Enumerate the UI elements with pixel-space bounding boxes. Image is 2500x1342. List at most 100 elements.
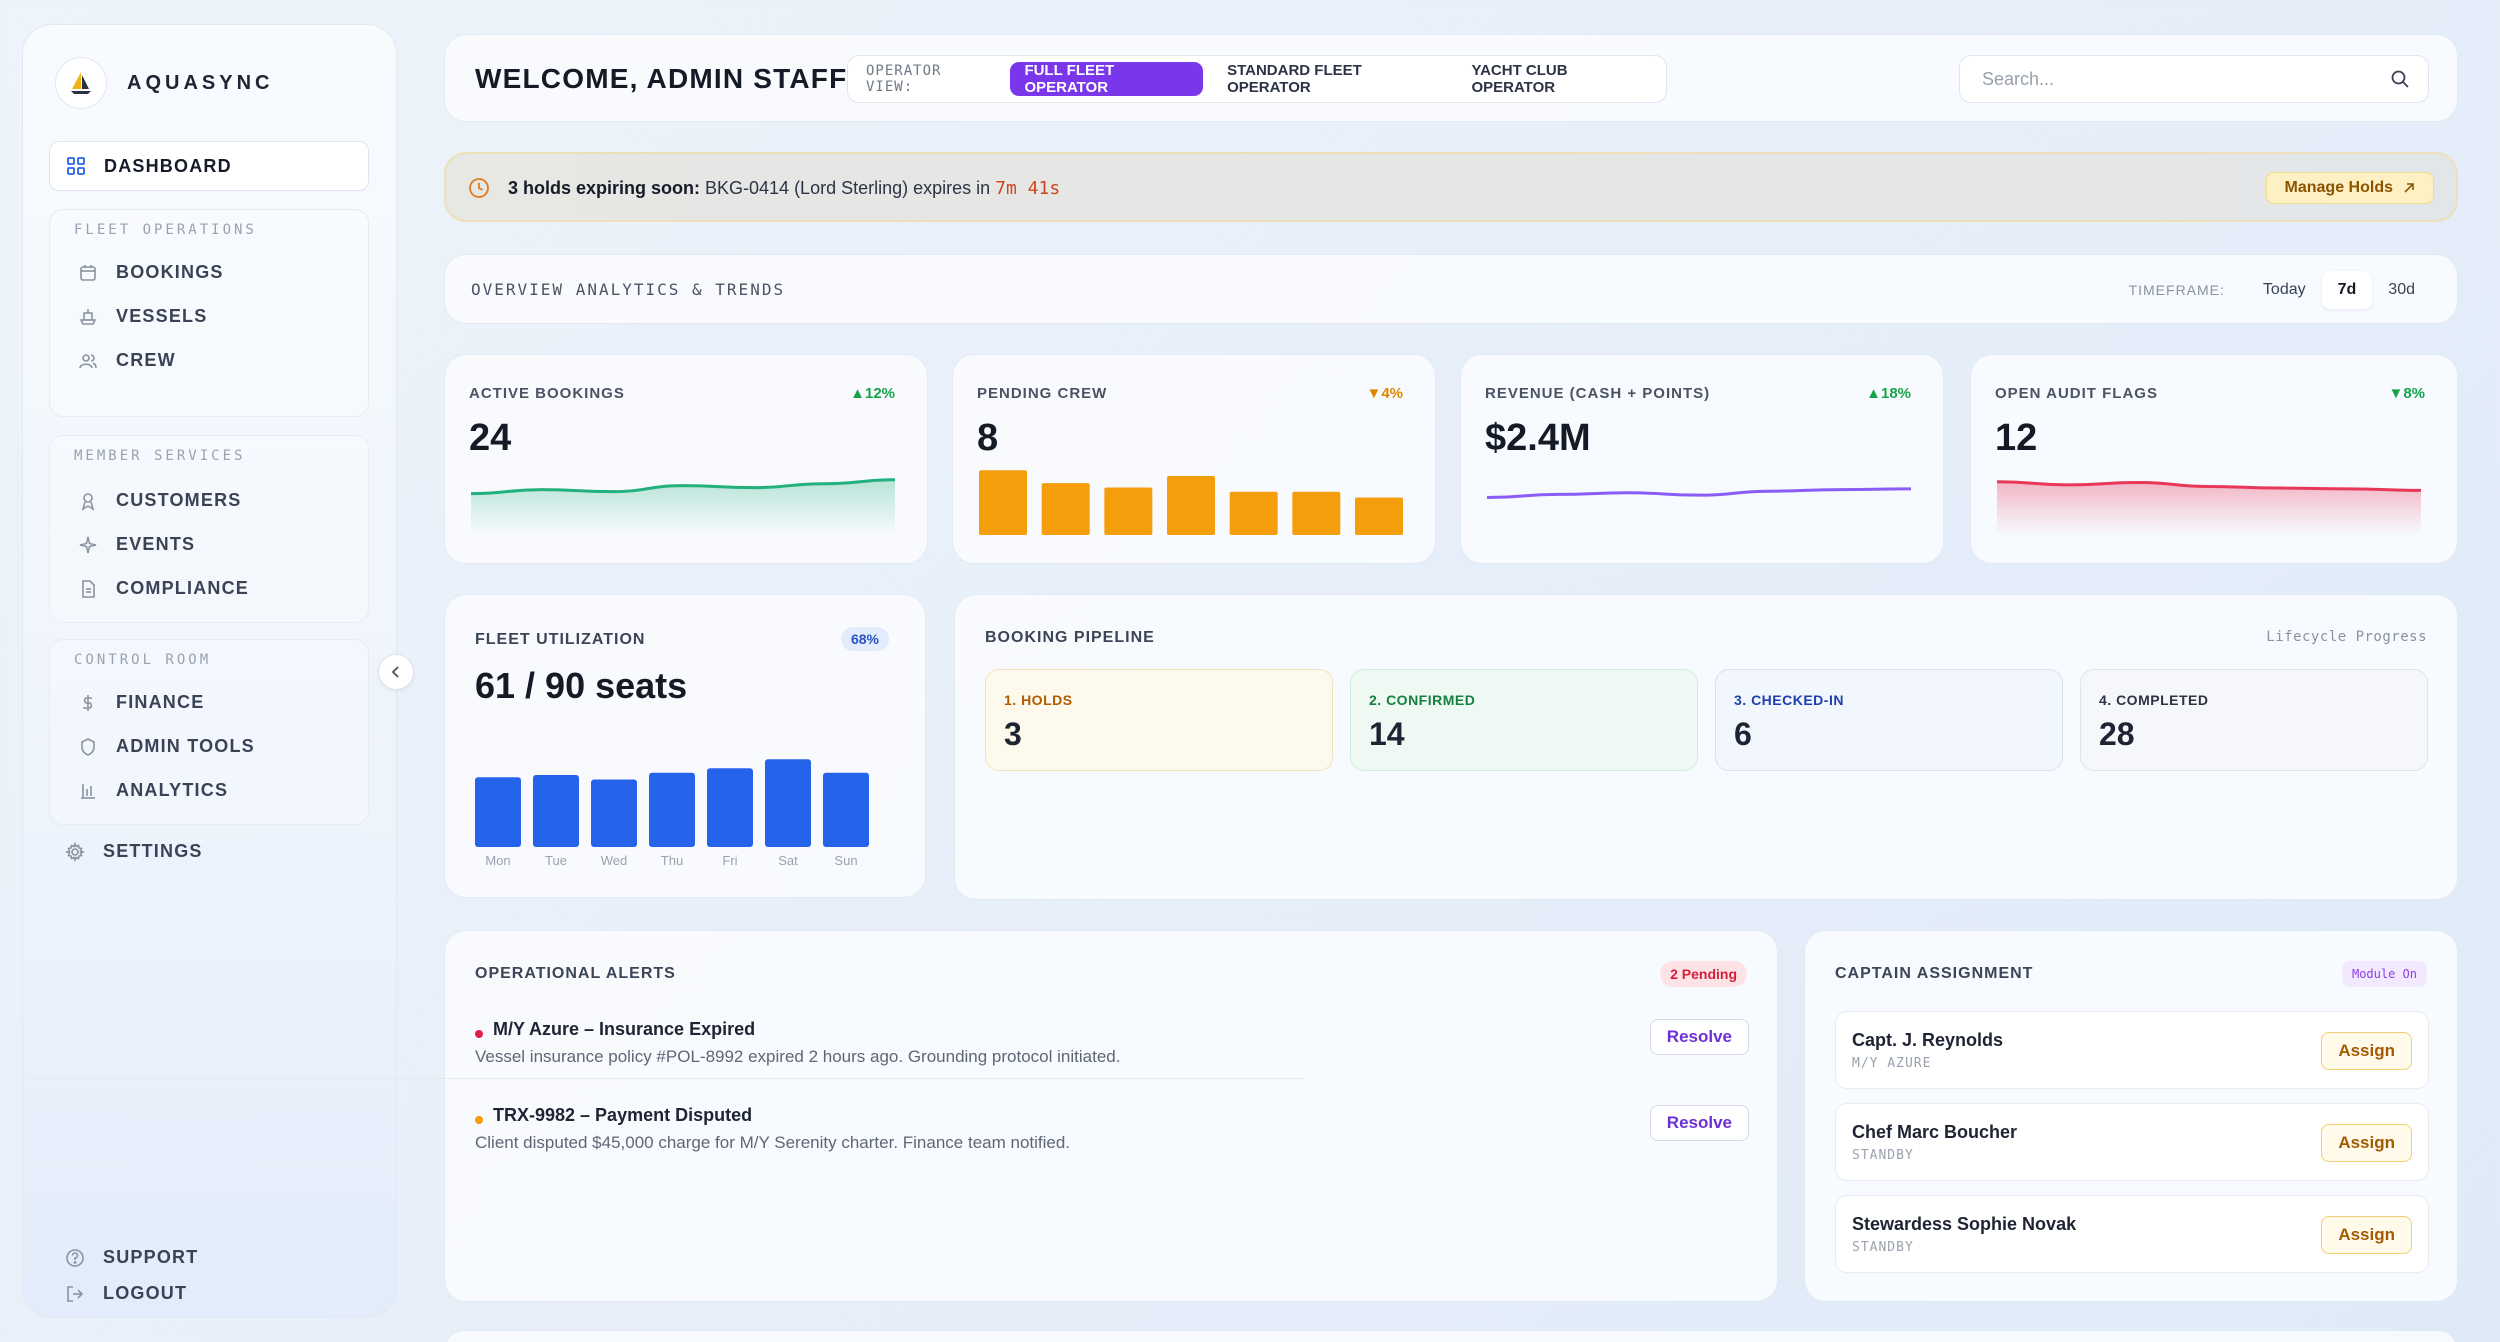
operator-view-full-fleet[interactable]: FULL FLEET OPERATOR — [1010, 62, 1204, 96]
bar-chart-icon — [81, 783, 95, 799]
sidebar-item-settings[interactable]: SETTINGS — [65, 841, 203, 862]
search-input[interactable] — [1982, 56, 2382, 102]
alert-severity-dot — [475, 1030, 483, 1038]
kpi-card-active-bookings[interactable]: ACTIVE BOOKINGS ▲12% 24 — [444, 354, 928, 564]
timeframe-today[interactable]: Today — [2262, 281, 2306, 298]
utilization-value: 61 / 90 seats — [475, 665, 688, 706]
nav-group-title: FLEET OPERATIONS — [74, 222, 257, 238]
utilization-bar — [475, 777, 521, 847]
kpi-sparkline — [1997, 480, 2421, 535]
sidebar-item-label: DASHBOARD — [104, 155, 232, 176]
alert-title: M/Y Azure – Insurance Expired — [493, 1019, 756, 1039]
captain-assignment-label: CAPTAIN ASSIGNMENT — [1835, 965, 2034, 982]
utilization-bar — [649, 772, 695, 847]
sidebar-item-bookings[interactable]: BOOKINGS — [78, 262, 224, 283]
utilization-day-label: Mon — [485, 853, 510, 868]
operational-alerts-card: OPERATIONAL ALERTS 2 Pending M/Y Azure –… — [444, 930, 1778, 1302]
stage-value: 3 — [1004, 716, 1022, 752]
sidebar-item-label: EVENTS — [116, 534, 196, 554]
kpi-delta: ▲18% — [1866, 385, 1911, 402]
utilization-bar — [823, 772, 869, 847]
sidebar-item-label: ANALYTICS — [116, 780, 229, 800]
kpi-sparkline — [471, 478, 895, 535]
booking-pipeline-card: BOOKING PIPELINE Lifecycle Progress 1. H… — [954, 594, 2458, 900]
sparkline-line — [471, 478, 895, 496]
kpi-label: PENDING CREW — [977, 385, 1108, 402]
sidebar-item-label: BOOKINGS — [116, 262, 224, 282]
operator-view-standard-fleet[interactable]: STANDARD FLEET OPERATOR — [1227, 62, 1362, 96]
sidebar-item-admin-tools[interactable]: ADMIN TOOLS — [78, 736, 255, 757]
sidebar-item-crew[interactable]: CREW — [78, 350, 176, 371]
ship-icon — [79, 308, 97, 325]
timeframe-label: TIMEFRAME: — [2128, 282, 2225, 298]
pipeline-stage-holds[interactable]: 1. HOLDS 3 — [985, 669, 1333, 771]
sidebar-item-events[interactable]: EVENTS — [78, 534, 195, 555]
next-section-card — [444, 1330, 2458, 1342]
sidebar-item-customers[interactable]: CUSTOMERS — [78, 490, 241, 511]
sidebar-item-label: ADMIN TOOLS — [116, 736, 255, 756]
pipeline-stage-completed[interactable]: 4. COMPLETED 28 — [2080, 669, 2428, 771]
pipeline-stage-confirmed[interactable]: 2. CONFIRMED 14 — [1350, 669, 1698, 771]
logout-icon — [67, 1285, 84, 1302]
sidebar-collapse-button[interactable] — [378, 654, 414, 690]
kpi-card-revenue[interactable]: REVENUE (CASH + POINTS) ▲18% $2.4M — [1460, 354, 1944, 564]
assign-button[interactable]: Assign — [2321, 1124, 2412, 1162]
sidebar-item-support[interactable]: SUPPORT — [65, 1247, 198, 1268]
kpi-bar — [1355, 497, 1403, 535]
assign-button[interactable]: Assign — [2321, 1216, 2412, 1254]
kpi-value: 24 — [469, 417, 512, 459]
kpi-card-pending-crew[interactable]: PENDING CREW ▼4% 8 — [952, 354, 1436, 564]
resolve-button[interactable]: Resolve — [1649, 1105, 1749, 1141]
shield-icon — [81, 737, 95, 756]
sidebar-item-analytics[interactable]: ANALYTICS — [78, 780, 228, 801]
pipeline-stage-checked-in[interactable]: 3. CHECKED-IN 6 — [1715, 669, 2063, 771]
overview-analytics-bar: OVERVIEW ANALYTICS & TRENDS TIMEFRAME: T… — [444, 254, 2458, 324]
fleet-utilization-label: FLEET UTILIZATION — [475, 631, 646, 648]
hold-expiry-banner: 3 holds expiring soon: BKG-0414 (Lord St… — [444, 152, 2458, 222]
sidebar-item-logout[interactable]: LOGOUT — [65, 1283, 187, 1304]
page-title: WELCOME, ADMIN STAFF — [475, 63, 848, 94]
sparkline-area — [1997, 481, 2421, 535]
timeframe-7d[interactable]: 7d — [2321, 271, 2373, 309]
crew-name: Chef Marc Boucher — [1852, 1122, 2018, 1142]
kpi-card-open-audit-flags[interactable]: OPEN AUDIT FLAGS ▼8% 12 — [1970, 354, 2458, 564]
brand[interactable]: AQUASYNC — [55, 57, 273, 109]
sidebar-item-compliance[interactable]: COMPLIANCE — [78, 578, 249, 599]
kpi-sparkline — [1487, 487, 1911, 535]
resolve-button[interactable]: Resolve — [1649, 1019, 1749, 1055]
kpi-delta: ▼4% — [1366, 385, 1403, 402]
clock-icon — [469, 178, 489, 198]
alert-description: Vessel insurance policy #POL-8992 expire… — [475, 1047, 1121, 1066]
chevron-left-icon — [391, 666, 399, 678]
overview-title: OVERVIEW ANALYTICS & TRENDS — [471, 280, 786, 299]
assign-button[interactable]: Assign — [2321, 1032, 2412, 1070]
operator-view-switcher: OPERATOR VIEW: FULL FLEET OPERATOR STAND… — [847, 55, 1667, 103]
utilization-percent-badge: 68% — [840, 627, 889, 651]
sidebar-item-vessels[interactable]: VESSELS — [78, 306, 207, 327]
operator-view-yacht-club[interactable]: YACHT CLUB OPERATOR — [1471, 62, 1568, 96]
utilization-day-label: Fri — [722, 853, 737, 868]
nav-group-control-room: CONTROL ROOM FINANCE ADMIN TOOLS ANALYTI… — [49, 639, 369, 825]
stage-value: 14 — [1369, 716, 1405, 752]
kpi-bar — [1041, 483, 1090, 535]
search-icon[interactable] — [2390, 69, 2410, 89]
award-icon — [81, 492, 95, 511]
brand-name: AQUASYNC — [127, 71, 274, 94]
crew-status: M/Y AZURE — [1852, 1056, 1932, 1071]
nav-group-title: CONTROL ROOM — [74, 652, 212, 668]
sidebar-item-dashboard[interactable]: DASHBOARD — [49, 141, 369, 191]
sidebar-item-finance[interactable]: FINANCE — [78, 692, 204, 713]
utilization-day-label: Wed — [601, 853, 628, 868]
hold-alert-bold: 3 holds expiring soon: — [508, 178, 701, 198]
manage-holds-button[interactable]: Manage Holds — [2265, 172, 2434, 204]
crew-status: STANDBY — [1852, 1148, 1914, 1163]
sidebar-item-label: VESSELS — [116, 306, 208, 326]
crew-status: STANDBY — [1852, 1240, 1914, 1255]
timeframe-30d[interactable]: 30d — [2388, 281, 2415, 298]
divider — [30, 1078, 1304, 1079]
crew-name: Stewardess Sophie Novak — [1852, 1214, 2077, 1234]
kpi-label: ACTIVE BOOKINGS — [469, 385, 625, 402]
kpi-value: $2.4M — [1485, 417, 1591, 459]
sidebar-item-label: SUPPORT — [103, 1247, 199, 1267]
kpi-bar — [1292, 491, 1341, 535]
